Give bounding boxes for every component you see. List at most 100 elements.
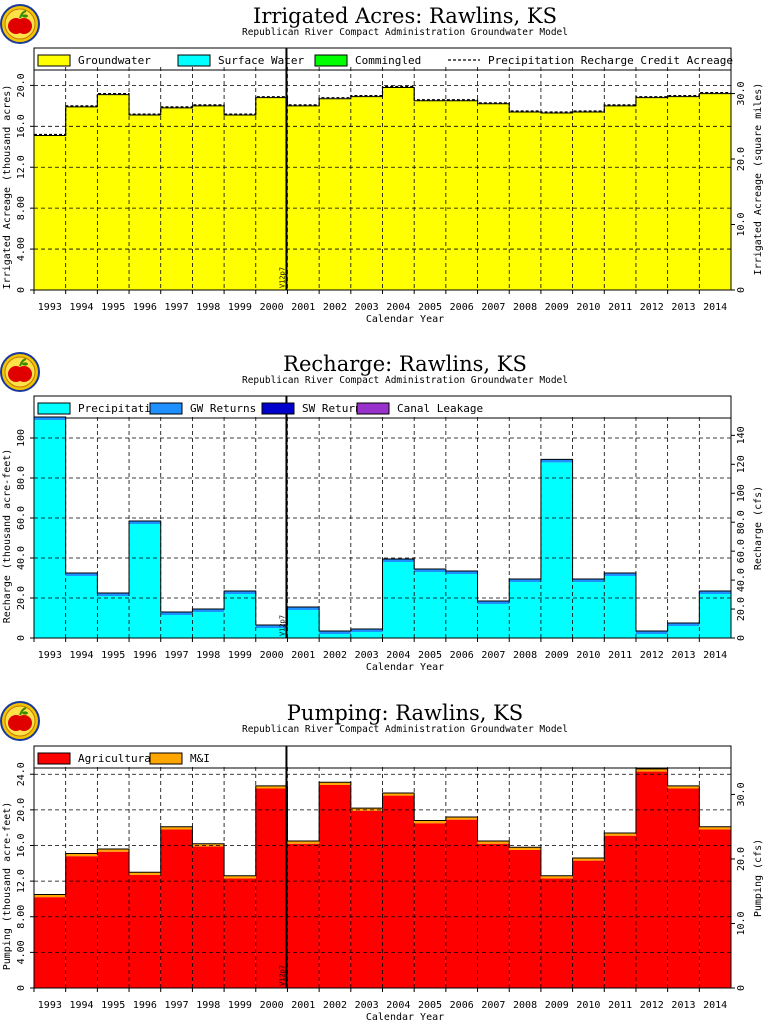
bar-agricultural-1999: [224, 878, 256, 988]
annotation-label: V12p7: [278, 615, 286, 636]
bar-m-i-2004: [382, 792, 415, 796]
x-tick-label: 1995: [101, 650, 125, 661]
bar-precipitation-2005: [414, 572, 446, 638]
x-tick-label: 1999: [228, 650, 252, 661]
bar-precipitation-2001: [287, 610, 320, 638]
legend-swatch: [37, 54, 71, 67]
y-tick-label: 4.00: [16, 940, 27, 964]
bar-m-i-1996: [129, 872, 161, 875]
bar-m-i-2003: [350, 808, 383, 811]
bar-gw-returns-2005: [414, 569, 446, 572]
bar-precipitation-2014: [699, 594, 731, 638]
bar-agricultural-2012: [635, 771, 668, 988]
bar-agricultural-1997: [160, 829, 193, 988]
bar-m-i-1993: [34, 894, 66, 898]
chart-subtitle: Republican River Compact Administration …: [242, 375, 568, 386]
x-tick-label: 1999: [228, 1000, 252, 1011]
legend-swatch: [149, 752, 183, 765]
y2-tick-label: 40.0: [736, 568, 747, 592]
chart-subtitle: Republican River Compact Administration …: [242, 724, 568, 735]
apple-logo-icon: [0, 4, 40, 44]
bar-groundwater-2009: [540, 113, 573, 290]
x-tick-label: 2000: [260, 302, 284, 313]
legend-swatch: [314, 54, 348, 67]
bar-gw-returns-2004: [382, 559, 415, 562]
bar-m-i-2007: [477, 841, 510, 844]
bar-agricultural-1998: [192, 846, 225, 988]
x-tick-label: 2010: [576, 302, 600, 313]
bar-precipitation-2013: [667, 626, 700, 638]
x-tick-label: 2009: [545, 650, 569, 661]
bar-m-i-2009: [540, 875, 573, 879]
x-tick-label: 2002: [323, 1000, 347, 1011]
bar-groundwater-1993: [34, 135, 66, 290]
y-axis-label: Irrigated Acreage (thousand acres): [2, 85, 13, 290]
x-tick-label: 1995: [101, 302, 125, 313]
bar-agricultural-2007: [477, 843, 510, 988]
bar-groundwater-2012: [635, 97, 668, 290]
legend-swatch: [149, 402, 183, 415]
bar-gw-returns-2011: [604, 573, 636, 576]
bar-agricultural-2010: [572, 860, 605, 988]
bar-m-i-2011: [604, 833, 636, 836]
y2-tick-label: 140: [736, 426, 747, 444]
legend-label: GW Returns: [190, 402, 256, 415]
bar-agricultural-2005: [414, 823, 446, 988]
bar-agricultural-2004: [382, 795, 415, 988]
legend-label: Precipitation: [78, 402, 164, 415]
x-tick-label: 2012: [640, 650, 664, 661]
x-tick-label: 1993: [38, 1000, 62, 1011]
bar-agricultural-1996: [129, 874, 161, 988]
x-tick-label: 1996: [133, 302, 157, 313]
bar-gw-returns-2010: [572, 579, 605, 582]
bar-gw-returns-2003: [350, 629, 383, 632]
x-tick-label: 1997: [165, 650, 189, 661]
y-tick-label: 0: [16, 635, 27, 641]
y2-tick-label: 20.0: [736, 147, 747, 171]
bar-m-i-1997: [160, 826, 193, 830]
x-tick-label: 2012: [640, 302, 664, 313]
legend-swatch: [37, 752, 71, 765]
x-axis-label: Calendar Year: [366, 314, 444, 325]
y-tick-label: 4.00: [16, 237, 27, 261]
y-tick-label: 8.00: [16, 905, 27, 929]
x-tick-label: 2008: [513, 650, 537, 661]
bar-groundwater-2004: [382, 87, 415, 290]
x-tick-label: 2013: [671, 302, 695, 313]
bar-agricultural-2009: [540, 878, 573, 988]
bar-gw-returns-1998: [192, 609, 225, 612]
y-tick-label: 16.0: [16, 114, 27, 138]
x-tick-label: 1997: [165, 302, 189, 313]
bar-gw-returns-2008: [509, 579, 541, 582]
bar-gw-returns-1993: [34, 417, 66, 420]
bar-precipitation-1995: [97, 596, 130, 638]
x-tick-label: 2014: [703, 650, 727, 661]
y-tick-label: 24.0: [16, 762, 27, 786]
bar-precipitation-1996: [129, 524, 161, 638]
x-tick-label: 1998: [196, 1000, 220, 1011]
chart-title: Irrigated Acres: Rawlins, KS: [253, 4, 557, 28]
legend-swatch: [261, 402, 295, 415]
y2-tick-label: 30.0: [736, 81, 747, 105]
x-tick-label: 2010: [576, 1000, 600, 1011]
bar-precipitation-1997: [160, 615, 193, 638]
bar-agricultural-1993: [34, 897, 66, 988]
bar-gw-returns-1997: [160, 612, 193, 615]
bar-gw-returns-1995: [97, 593, 130, 596]
bar-agricultural-2014: [699, 829, 731, 988]
y-tick-label: 20.0: [16, 586, 27, 610]
bar-gw-returns-1996: [129, 521, 161, 524]
x-tick-label: 2005: [418, 650, 442, 661]
bar-precipitation-1998: [192, 612, 225, 638]
x-tick-label: 2005: [418, 1000, 442, 1011]
x-tick-label: 2004: [386, 650, 410, 661]
y-tick-label: 12.0: [16, 869, 27, 893]
bar-gw-returns-2014: [699, 591, 731, 594]
bar-precipitation-1999: [224, 594, 256, 638]
y2-axis-label: Irrigated Acreage (square miles): [753, 83, 764, 276]
y2-tick-label: 10.0: [736, 212, 747, 236]
y2-tick-label: 120: [736, 455, 747, 473]
x-tick-label: 2000: [260, 1000, 284, 1011]
bar-groundwater-1997: [160, 107, 193, 290]
